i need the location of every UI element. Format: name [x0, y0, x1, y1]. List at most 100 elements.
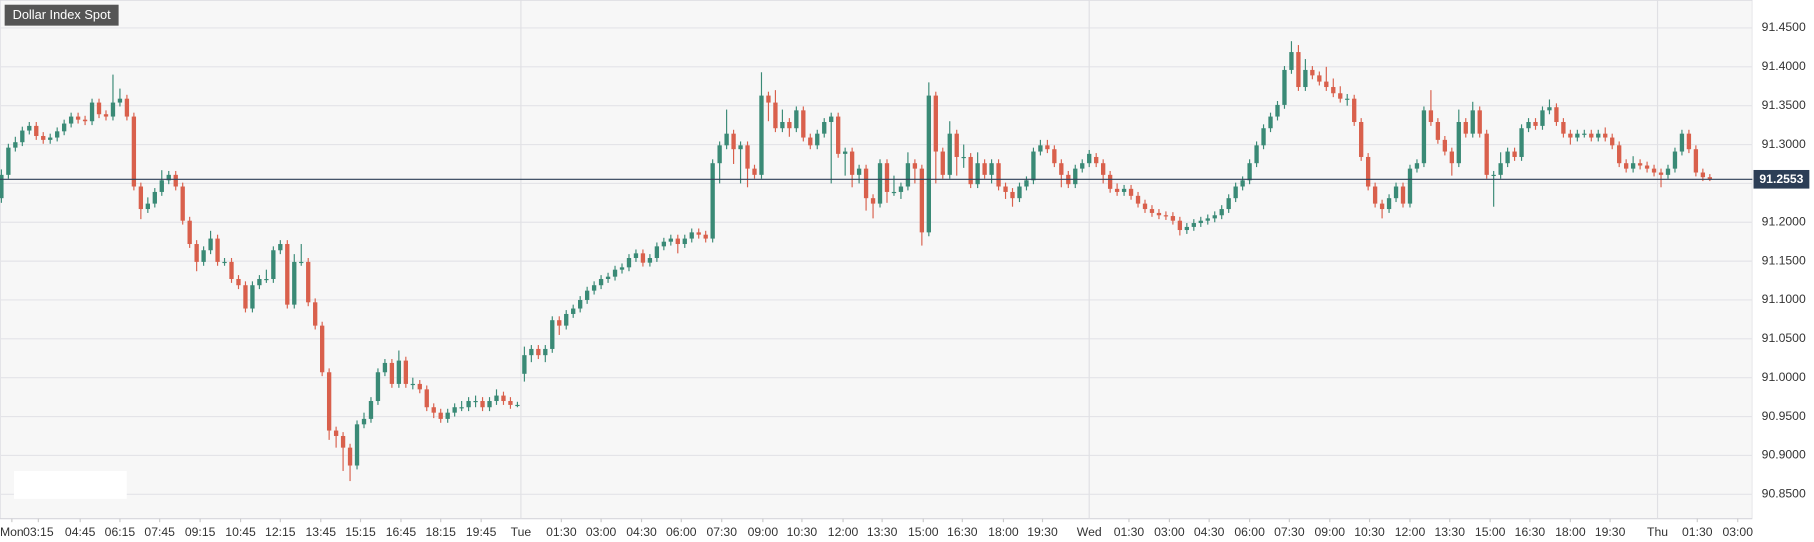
candle-body [1693, 149, 1699, 173]
candle-body [1540, 110, 1545, 126]
candle-body [1700, 172, 1706, 178]
candle-body [612, 269, 618, 277]
candle-body [1505, 151, 1510, 164]
x-tick-label: 10:30 [787, 525, 818, 539]
candle-body [89, 102, 95, 122]
candle-body [1379, 203, 1385, 210]
x-tick-label: Tue [511, 525, 532, 539]
x-tick-label: 03:00 [1722, 525, 1753, 539]
candle-body [1603, 133, 1608, 138]
x-tick-label: 18:00 [988, 525, 1019, 539]
candle-body [264, 278, 269, 281]
candle-body [1470, 110, 1475, 134]
candle-body [1156, 212, 1162, 216]
x-tick-label: 19:30 [1595, 525, 1626, 539]
candle-body [954, 133, 959, 157]
x-tick-label: 06:00 [666, 525, 697, 539]
candle-body [194, 244, 199, 262]
x-tick-label: 16:45 [386, 525, 417, 539]
x-tick-label: 15:00 [908, 525, 939, 539]
candle-body [647, 258, 653, 263]
candle-body [1142, 203, 1148, 210]
candle-body [117, 98, 123, 103]
x-tick-label: 10:45 [225, 525, 256, 539]
candle-body [285, 244, 290, 305]
candle-body [801, 110, 806, 138]
y-tick-label: 90.8500 [1762, 486, 1806, 500]
candle-body [333, 430, 339, 436]
candle-body [543, 348, 548, 356]
candle-body [557, 320, 562, 326]
candle-body [361, 418, 367, 425]
x-tick-label: Wed [1077, 525, 1102, 539]
candle-body [975, 163, 980, 185]
candle-body [145, 203, 150, 210]
candle-body [131, 116, 137, 187]
title-badge [4, 4, 119, 26]
x-tick-label: Mon [0, 525, 24, 539]
candle-body [661, 241, 667, 247]
candle-body [940, 151, 945, 175]
candle-body [591, 285, 597, 291]
candle-body [257, 278, 262, 286]
candle-body [842, 151, 848, 154]
candle-body [891, 191, 897, 194]
candle-body [487, 401, 492, 408]
y-tick-label: 91.3000 [1762, 137, 1806, 151]
candle-body [1679, 133, 1685, 152]
candle-body [459, 407, 464, 409]
candle-body [1031, 151, 1036, 181]
candle-body [403, 360, 409, 384]
candle-body [773, 102, 778, 129]
last-price-label: 91.2553 [1759, 172, 1803, 186]
x-tick-label: 10:30 [1354, 525, 1385, 539]
candle-body [1073, 168, 1078, 185]
x-tick-label: 19:45 [466, 525, 497, 539]
candle-body [6, 147, 11, 175]
candle-body [20, 130, 25, 143]
candle-body [1059, 163, 1064, 175]
candle-body [1107, 174, 1113, 189]
candle-body [201, 250, 206, 262]
x-tick-label: Thu [1647, 525, 1668, 539]
candle-body [1310, 69, 1315, 76]
candle-body [1644, 165, 1650, 169]
candle-body [1665, 168, 1671, 175]
candle-body [536, 348, 541, 356]
candle-body [187, 220, 192, 245]
candle-body [1526, 122, 1531, 129]
candle-body [1282, 69, 1287, 105]
candle-body [626, 258, 632, 268]
candle-body [1087, 153, 1092, 164]
y-tick-label: 91.0000 [1762, 370, 1806, 384]
candle-body [752, 168, 757, 175]
candle-body [1686, 133, 1692, 150]
x-tick-label: 06:15 [105, 525, 136, 539]
candle-body [368, 401, 374, 419]
candle-body [529, 348, 534, 356]
x-tick-label: 03:15 [23, 525, 54, 539]
candle-body [1345, 98, 1350, 100]
candle-body [1414, 163, 1420, 169]
candle-body [1177, 220, 1183, 231]
candle-body [1268, 116, 1273, 129]
candle-body [1128, 188, 1134, 196]
candle-body [41, 135, 46, 140]
candle-body [292, 261, 297, 305]
candle-body [417, 383, 422, 390]
candle-body [1491, 174, 1496, 177]
candle-body [438, 412, 443, 419]
x-tick-label: 15:00 [1475, 525, 1506, 539]
candles [0, 41, 1712, 482]
candle-body [1359, 122, 1364, 157]
candle-body [947, 133, 952, 175]
y-tick-label: 91.4500 [1762, 20, 1806, 34]
candle-body [152, 191, 157, 204]
x-tick-label: 07:30 [706, 525, 737, 539]
candle-body [1623, 163, 1629, 169]
candle-body [1484, 133, 1489, 175]
candle-body [180, 186, 185, 221]
x-tick-label: 01:30 [1114, 525, 1145, 539]
candle-body [34, 125, 39, 136]
